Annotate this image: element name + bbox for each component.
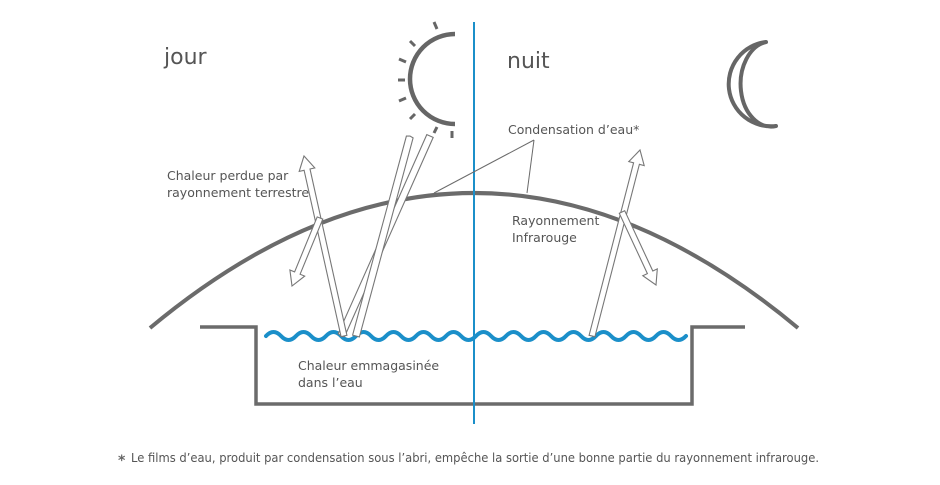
footnote-marker: * bbox=[118, 453, 126, 469]
footnote-text: Le films d’eau, produit par condensation… bbox=[131, 451, 819, 465]
infrared-arrow-up bbox=[588, 148, 645, 338]
night-label: nuit bbox=[507, 49, 550, 74]
infrared-reflected-arrow-down bbox=[618, 209, 658, 287]
infrared-line-2: Infrarouge bbox=[512, 230, 577, 245]
heat-lost-label: Chaleur perdue par rayonnement terrestre bbox=[167, 168, 309, 200]
heat-stored-line-1: Chaleur emmagasinée bbox=[298, 358, 439, 373]
sun-icon bbox=[398, 21, 456, 138]
heat-lost-arrow-up bbox=[298, 154, 348, 338]
solar-ray-arrow-2 bbox=[351, 135, 414, 338]
heat-reflected-arrow-down bbox=[289, 216, 324, 288]
heat-stored-label: Chaleur emmagasinée dans l’eau bbox=[298, 358, 443, 390]
moon-icon bbox=[726, 40, 778, 129]
water-surface bbox=[264, 330, 688, 342]
infrared-label: Rayonnement Infrarouge bbox=[512, 213, 603, 245]
condensation-pointers bbox=[433, 139, 535, 194]
heat-lost-line-2: rayonnement terrestre bbox=[167, 185, 309, 200]
condensation-label: Condensation d’eau* bbox=[508, 122, 639, 137]
heat-stored-line-2: dans l’eau bbox=[298, 375, 363, 390]
heat-lost-line-1: Chaleur perdue par bbox=[167, 168, 289, 183]
infrared-line-1: Rayonnement bbox=[512, 213, 599, 228]
day-label: jour bbox=[163, 45, 208, 70]
radiation-arrows bbox=[289, 133, 658, 338]
